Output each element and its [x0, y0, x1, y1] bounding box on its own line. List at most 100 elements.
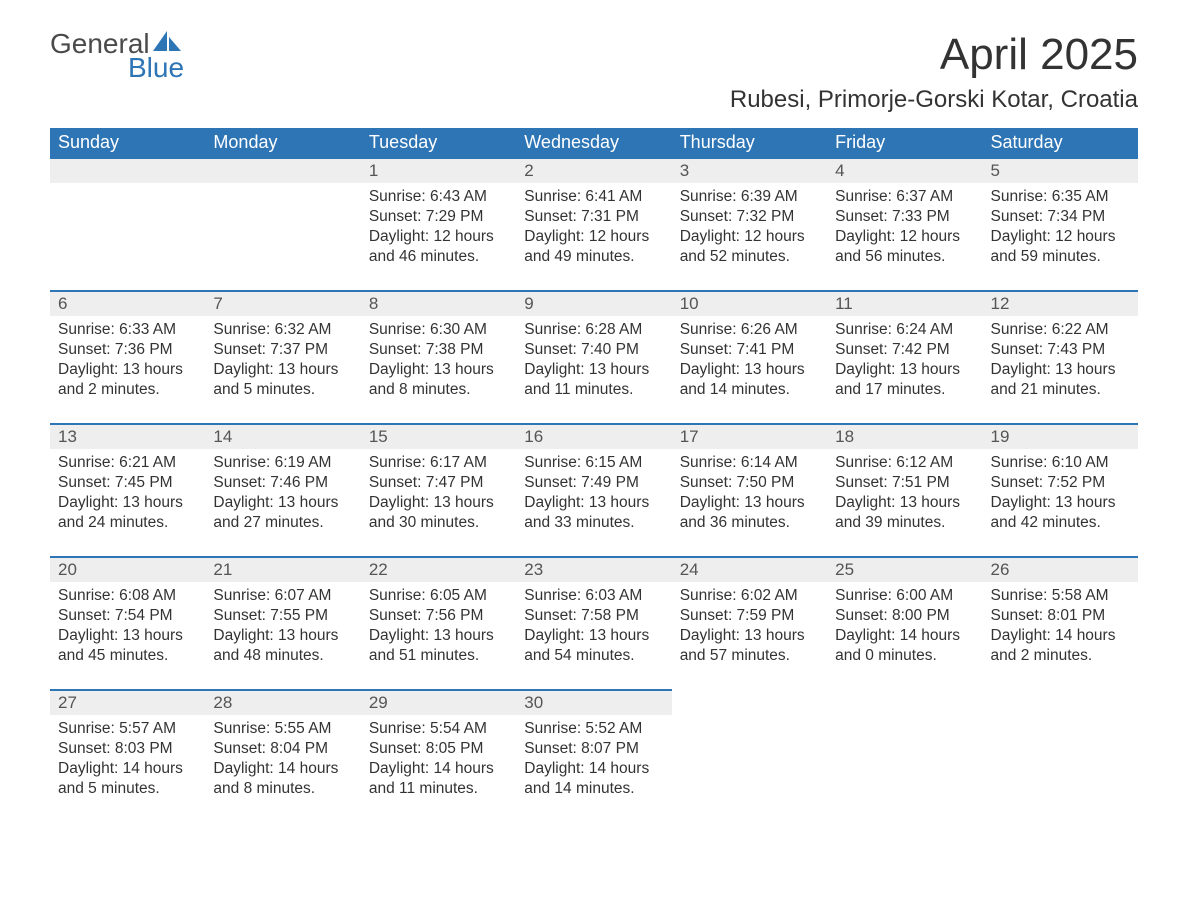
- sunset-text: Sunset: 7:59 PM: [680, 606, 819, 626]
- day2-text: and 33 minutes.: [524, 513, 663, 533]
- day2-text: and 8 minutes.: [369, 380, 508, 400]
- sunset-text: Sunset: 7:47 PM: [369, 473, 508, 493]
- day2-text: and 51 minutes.: [369, 646, 508, 666]
- day-cell: Sunrise: 5:54 AMSunset: 8:05 PMDaylight:…: [361, 715, 516, 823]
- day-cell: Sunrise: 5:52 AMSunset: 8:07 PMDaylight:…: [516, 715, 671, 823]
- sunset-text: Sunset: 7:54 PM: [58, 606, 197, 626]
- day1-text: Daylight: 13 hours: [58, 626, 197, 646]
- day-number: 24: [672, 557, 827, 582]
- day-number: 1: [361, 158, 516, 183]
- day2-text: and 52 minutes.: [680, 247, 819, 267]
- day-cell: Sunrise: 5:55 AMSunset: 8:04 PMDaylight:…: [205, 715, 360, 823]
- day-cell: Sunrise: 6:35 AMSunset: 7:34 PMDaylight:…: [983, 183, 1138, 291]
- day-cell: [983, 715, 1138, 823]
- sunrise-text: Sunrise: 6:24 AM: [835, 320, 974, 340]
- daynum-row: 12345: [50, 158, 1138, 183]
- day-header-row: Sunday Monday Tuesday Wednesday Thursday…: [50, 128, 1138, 158]
- sunrise-text: Sunrise: 6:07 AM: [213, 586, 352, 606]
- day-number: 16: [516, 424, 671, 449]
- day2-text: and 54 minutes.: [524, 646, 663, 666]
- detail-row: Sunrise: 6:33 AMSunset: 7:36 PM Daylight:…: [50, 316, 1138, 424]
- day-header: Monday: [205, 128, 360, 158]
- day-cell: Sunrise: 6:37 AMSunset: 7:33 PMDaylight:…: [827, 183, 982, 291]
- detail-row: Sunrise: 5:57 AMSunset: 8:03 PMDaylight:…: [50, 715, 1138, 823]
- sunrise-text: Sunrise: 6:28 AM: [524, 320, 663, 340]
- sunset-text: Sunset: 7:56 PM: [369, 606, 508, 626]
- day-number: 19: [983, 424, 1138, 449]
- sunrise-text: Sunrise: 6:08 AM: [58, 586, 197, 606]
- day1-text: Daylight: 12 hours: [991, 227, 1130, 247]
- day1-text: Daylight: 13 hours: [524, 626, 663, 646]
- day-number: 14: [205, 424, 360, 449]
- sunset-text: Sunset: 8:04 PM: [213, 739, 352, 759]
- day1-text: Daylight: 13 hours: [680, 360, 819, 380]
- day-number: 15: [361, 424, 516, 449]
- sunrise-text: Sunrise: 6:05 AM: [369, 586, 508, 606]
- day2-text: and 2 minutes.: [58, 380, 197, 400]
- sunrise-text: Sunrise: 5:57 AM: [58, 719, 197, 739]
- page-title: April 2025: [730, 30, 1138, 80]
- day-number: 27: [50, 690, 205, 715]
- day2-text: and 0 minutes.: [835, 646, 974, 666]
- sunset-text: Sunset: 7:45 PM: [58, 473, 197, 493]
- day1-text: Daylight: 12 hours: [369, 227, 508, 247]
- sunrise-text: Sunrise: 6:39 AM: [680, 187, 819, 207]
- day-number: 7: [205, 291, 360, 316]
- sunset-text: Sunset: 7:29 PM: [369, 207, 508, 227]
- day1-text: Daylight: 14 hours: [369, 759, 508, 779]
- title-block: April 2025 Rubesi, Primorje-Gorski Kotar…: [730, 30, 1138, 114]
- day-cell: [50, 183, 205, 291]
- detail-row: Sunrise: 6:08 AMSunset: 7:54 PMDaylight:…: [50, 582, 1138, 690]
- day-number: 23: [516, 557, 671, 582]
- sunset-text: Sunset: 7:52 PM: [991, 473, 1130, 493]
- day-cell: [827, 715, 982, 823]
- day2-text: and 49 minutes.: [524, 247, 663, 267]
- sunset-text: Sunset: 7:55 PM: [213, 606, 352, 626]
- day-cell: Sunrise: 6:26 AMSunset: 7:41 PMDaylight:…: [672, 316, 827, 424]
- sunset-text: Sunset: 7:31 PM: [524, 207, 663, 227]
- day1-text: Daylight: 14 hours: [213, 759, 352, 779]
- day-cell: Sunrise: 6:30 AMSunset: 7:38 PMDaylight:…: [361, 316, 516, 424]
- day-number: 3: [672, 158, 827, 183]
- day1-text: Daylight: 13 hours: [369, 626, 508, 646]
- day-number: 9: [516, 291, 671, 316]
- location-subtitle: Rubesi, Primorje-Gorski Kotar, Croatia: [730, 86, 1138, 114]
- day1-text: Daylight: 13 hours: [524, 493, 663, 513]
- sunset-text: Sunset: 7:36 PM: [58, 340, 197, 360]
- detail-row: Sunrise: 6:43 AMSunset: 7:29 PMDaylight:…: [50, 183, 1138, 291]
- sunset-text: Sunset: 7:51 PM: [835, 473, 974, 493]
- sunset-text: Sunset: 7:49 PM: [524, 473, 663, 493]
- sunset-text: Sunset: 7:42 PM: [835, 340, 974, 360]
- sunset-text: Sunset: 8:07 PM: [524, 739, 663, 759]
- sunset-text: Sunset: 7:32 PM: [680, 207, 819, 227]
- day1-text: Daylight: 13 hours: [991, 360, 1130, 380]
- day-number: 8: [361, 291, 516, 316]
- sunrise-text: Sunrise: 6:19 AM: [213, 453, 352, 473]
- day-cell: Sunrise: 6:15 AMSunset: 7:49 PMDaylight:…: [516, 449, 671, 557]
- sunrise-text: Sunrise: 5:54 AM: [369, 719, 508, 739]
- sunrise-text: Sunrise: 6:33 AM: [58, 320, 197, 340]
- logo-word2: Blue: [50, 54, 184, 82]
- sunrise-text: Sunrise: 5:58 AM: [991, 586, 1130, 606]
- day-number: 25: [827, 557, 982, 582]
- day2-text: and 59 minutes.: [991, 247, 1130, 267]
- sunrise-text: Sunrise: 5:52 AM: [524, 719, 663, 739]
- sunset-text: Sunset: 7:41 PM: [680, 340, 819, 360]
- day-cell: Sunrise: 6:03 AMSunset: 7:58 PMDaylight:…: [516, 582, 671, 690]
- day1-text: Daylight: 13 hours: [213, 626, 352, 646]
- day-number: 6: [50, 291, 205, 316]
- day2-text: and 17 minutes.: [835, 380, 974, 400]
- day-number: 20: [50, 557, 205, 582]
- day2-text: and 2 minutes.: [991, 646, 1130, 666]
- day2-text: and 57 minutes.: [680, 646, 819, 666]
- day-number: 12: [983, 291, 1138, 316]
- day-cell: Sunrise: 6:12 AMSunset: 7:51 PMDaylight:…: [827, 449, 982, 557]
- day-header: Wednesday: [516, 128, 671, 158]
- day2-text: and 21 minutes.: [991, 380, 1130, 400]
- day-cell: Sunrise: 6:39 AMSunset: 7:32 PMDaylight:…: [672, 183, 827, 291]
- sunrise-text: Sunrise: 6:21 AM: [58, 453, 197, 473]
- day-cell: Sunrise: 6:41 AMSunset: 7:31 PMDaylight:…: [516, 183, 671, 291]
- day-cell: Sunrise: 6:08 AMSunset: 7:54 PMDaylight:…: [50, 582, 205, 690]
- sunrise-text: Sunrise: 6:17 AM: [369, 453, 508, 473]
- day-number: 28: [205, 690, 360, 715]
